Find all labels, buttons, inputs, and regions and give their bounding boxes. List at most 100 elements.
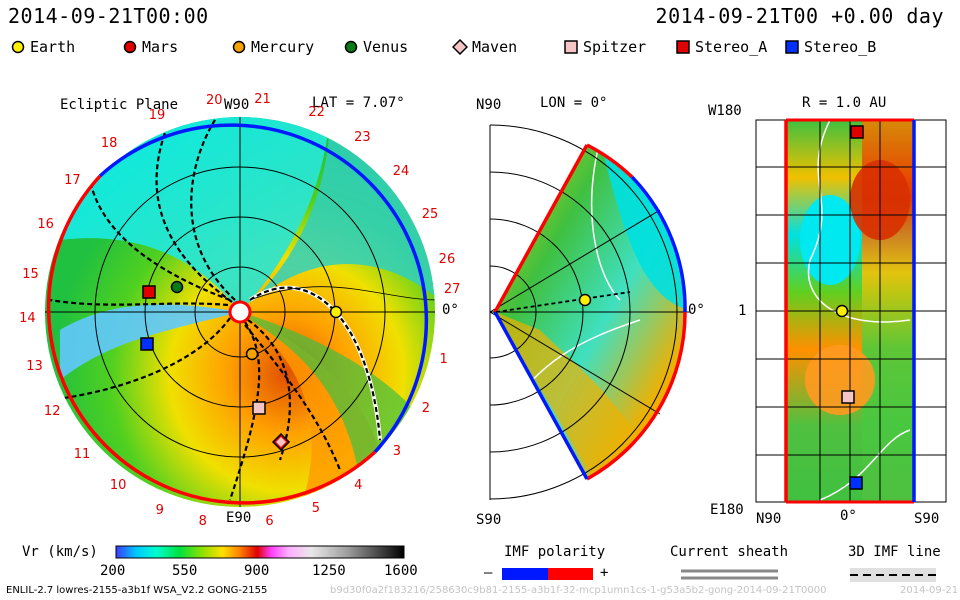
carrington-tick-label: 14 xyxy=(19,311,36,327)
ecliptic-boundary-negative xyxy=(98,123,429,454)
carrington-tick-label: 3 xyxy=(392,443,402,459)
light-blue-stream xyxy=(60,304,240,380)
legend-mercury: Mercury xyxy=(231,38,314,56)
colorbar xyxy=(115,545,405,559)
colorbar-tick: 550 xyxy=(172,563,198,579)
meridional-top-label: N90 xyxy=(476,97,502,113)
green-stream xyxy=(240,312,430,480)
mercury-marker-icon xyxy=(245,347,259,361)
colorbar-label: Vr (km/s) xyxy=(22,544,98,560)
venus-marker-icon xyxy=(344,40,358,54)
radial-r-label: R = 1.0 AU xyxy=(802,95,887,111)
carrington-tick-label: 12 xyxy=(43,403,61,419)
colorbar-tick: 1250 xyxy=(312,563,346,579)
stereo-b-marker-icon xyxy=(140,337,154,351)
carrington-tick-label: 13 xyxy=(26,359,43,375)
legend-mars: Mars xyxy=(122,38,178,56)
earth-marker-icon xyxy=(578,293,592,307)
carrington-tick-label: 23 xyxy=(354,129,371,145)
imf-line-3d-title: 3D IMF line xyxy=(848,544,941,560)
radial-mid-label: 1 xyxy=(738,303,747,319)
stereo-a-marker-icon xyxy=(676,40,690,54)
run-date-watermark: 2014-09-21 xyxy=(900,585,959,596)
ecliptic-top-label: W90 xyxy=(224,97,250,113)
ecliptic-title: Ecliptic Plane xyxy=(60,97,179,113)
legend-label: Spitzer xyxy=(583,38,647,56)
timestamp-right: 2014-09-21T00 +0.00 day xyxy=(655,4,944,28)
carrington-tick-label: 22 xyxy=(308,105,325,121)
legend-label: Stereo_B xyxy=(804,38,877,56)
ecliptic-right-label: 0° xyxy=(442,302,459,318)
carrington-tick-label: 11 xyxy=(73,446,91,462)
legend-label: Mercury xyxy=(251,38,315,56)
carrington-tick-label: 24 xyxy=(392,164,410,180)
legend-earth: Earth xyxy=(10,38,75,56)
mars-marker-icon xyxy=(123,40,137,54)
spitzer-marker-icon xyxy=(564,40,578,54)
stereo-b-marker-icon xyxy=(785,40,799,54)
carrington-tick-label: 15 xyxy=(22,267,39,282)
carrington-tick-label: 1 xyxy=(439,351,448,367)
legend-label: Earth xyxy=(30,38,76,56)
imf-polarity-plus: + xyxy=(600,565,609,581)
legend-venus: Venus xyxy=(343,38,408,56)
radial-top-label: W180 xyxy=(708,103,742,119)
carrington-tick-label: 8 xyxy=(198,514,207,530)
imf-polarity-title: IMF polarity xyxy=(504,544,606,560)
carrington-tick-label: 6 xyxy=(265,514,274,530)
legend-stereo-a: Stereo_A xyxy=(675,38,767,56)
imf-polarity-minus: – xyxy=(484,565,493,581)
stereo-a-marker-icon xyxy=(850,125,864,139)
meridional-right-label: 0° xyxy=(688,302,705,318)
imf-polarity-legend xyxy=(502,568,593,580)
carrington-tick-label: 5 xyxy=(311,501,321,517)
legend-label: Maven xyxy=(472,38,518,56)
radial-panel xyxy=(755,118,947,504)
legend-spitzer: Spitzer xyxy=(563,38,646,56)
carrington-tick-label: 20 xyxy=(206,92,223,108)
earth-marker-icon xyxy=(329,305,343,319)
colorbar-tick: 200 xyxy=(100,563,126,579)
carrington-tick-label: 21 xyxy=(254,92,271,108)
imf-line-3d-legend xyxy=(850,568,936,582)
carrington-tick-label: 25 xyxy=(421,207,439,223)
timestamp-left: 2014-09-21T00:00 xyxy=(8,4,209,28)
venus-marker-icon xyxy=(170,280,184,294)
legend-label: Mars xyxy=(142,38,179,56)
legend-label: Venus xyxy=(363,38,409,56)
radial-x-label-n90: N90 xyxy=(756,511,782,527)
maven-marker-icon xyxy=(276,437,286,447)
legend-label: Stereo_A xyxy=(695,38,768,56)
body-legend: Earth Mars Mercury Venus Maven Spitzer S… xyxy=(0,38,960,60)
earth-marker-icon xyxy=(835,304,849,318)
radial-x-label-0: 0° xyxy=(840,508,857,524)
legend-maven: Maven xyxy=(452,38,517,56)
radial-x-label-s90: S90 xyxy=(914,511,940,527)
meridional-lon-label: LON = 0° xyxy=(540,95,608,111)
stereo-a-marker-icon xyxy=(142,285,156,299)
sun-marker-icon xyxy=(228,300,252,324)
carrington-tick-label: 10 xyxy=(109,478,127,494)
stereo-b-marker-icon xyxy=(849,476,863,490)
colorbar-tick: 1600 xyxy=(384,563,418,579)
carrington-tick-label: 27 xyxy=(443,281,461,297)
spitzer-marker-icon xyxy=(841,390,855,404)
ecliptic-boundary-positive xyxy=(46,174,377,505)
current-sheath-title: Current sheath xyxy=(670,544,789,560)
colorbar-tick: 900 xyxy=(244,563,270,579)
carrington-tick-label: 16 xyxy=(37,217,54,233)
model-info: ENLIL-2.7 lowres-2155-a3b1f WSA_V2.2 GON… xyxy=(6,585,268,596)
spitzer-marker-icon xyxy=(252,401,266,415)
maven-marker-icon xyxy=(452,39,468,55)
ecliptic-lat-label: LAT = 7.07° xyxy=(312,95,405,111)
carrington-tick-label: 26 xyxy=(438,252,456,268)
ecliptic-bottom-label: E90 xyxy=(226,510,252,526)
meridional-bottom-label: S90 xyxy=(476,512,502,528)
carrington-tick-label: 9 xyxy=(155,502,164,518)
mercury-marker-icon xyxy=(232,40,246,54)
carrington-tick-label: 2 xyxy=(421,400,431,416)
carrington-tick-label: 19 xyxy=(148,107,166,123)
run-info-watermark: b9d30f0a2f183216/258630c9b81-2155-a3b1f-… xyxy=(330,585,827,596)
